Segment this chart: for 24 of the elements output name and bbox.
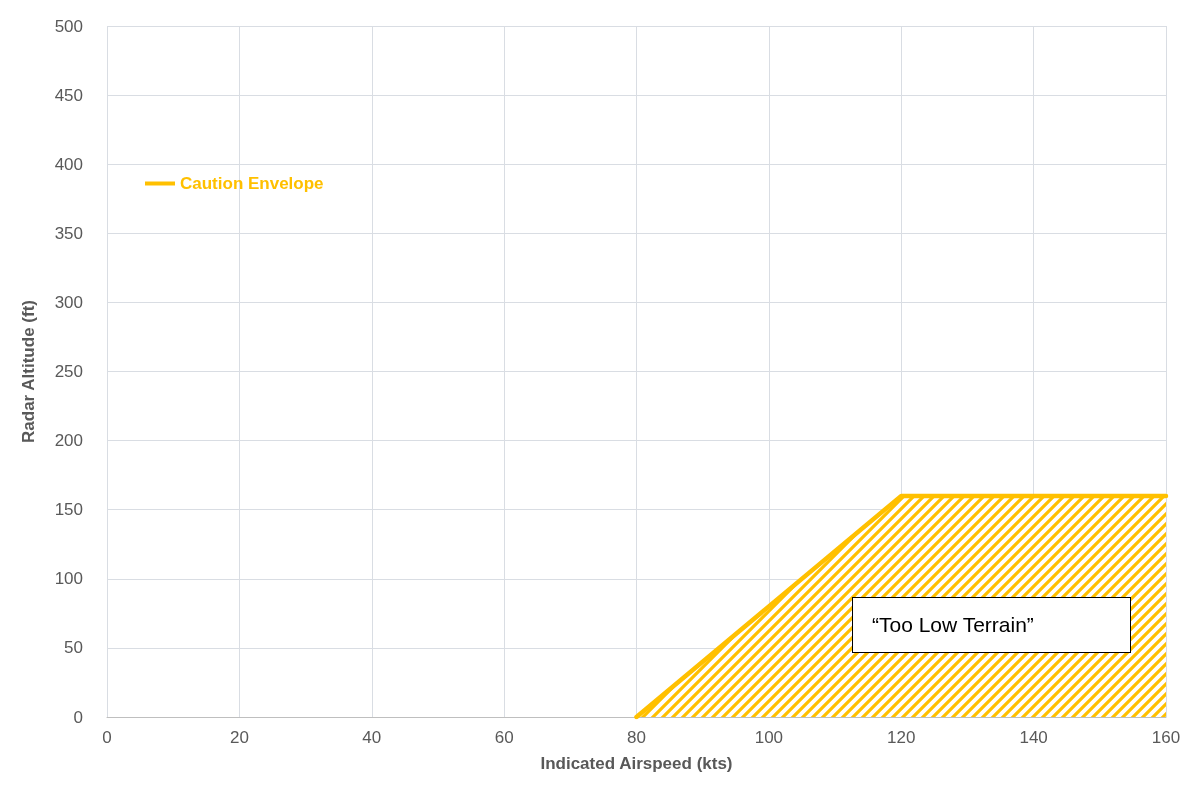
x-axis-title: Indicated Airspeed (kts) xyxy=(540,754,733,773)
x-tick-label: 0 xyxy=(102,728,112,747)
y-tick-label: 100 xyxy=(54,569,83,589)
y-tick-label: 50 xyxy=(64,638,83,658)
x-tick-label: 140 xyxy=(1019,728,1048,747)
x-tick-label: 120 xyxy=(887,728,916,747)
y-tick-label: 250 xyxy=(54,362,83,381)
x-tick-label: 160 xyxy=(1151,728,1181,747)
y-tick-label: 500 xyxy=(54,16,83,36)
y-tick-label: 200 xyxy=(54,431,83,451)
x-tick-label: 60 xyxy=(494,728,514,747)
y-tick-label: 300 xyxy=(54,292,83,312)
y-tick-label: 450 xyxy=(54,85,83,105)
annotation: “Too Low Terrain” xyxy=(872,612,1035,638)
y-tick-label: 400 xyxy=(54,154,83,174)
y-tick-label: 350 xyxy=(54,223,83,243)
y-tick-label: 150 xyxy=(54,500,83,520)
x-tick-label: 40 xyxy=(362,728,382,747)
y-axis-title: Radar Altitude (ft) xyxy=(19,300,38,443)
x-tick-label: 80 xyxy=(627,728,646,747)
legend-label: Caution Envelope xyxy=(180,174,324,193)
y-tick-label: 0 xyxy=(73,707,83,727)
x-tick-label: 20 xyxy=(229,728,249,747)
x-tick-label: 100 xyxy=(754,728,784,747)
